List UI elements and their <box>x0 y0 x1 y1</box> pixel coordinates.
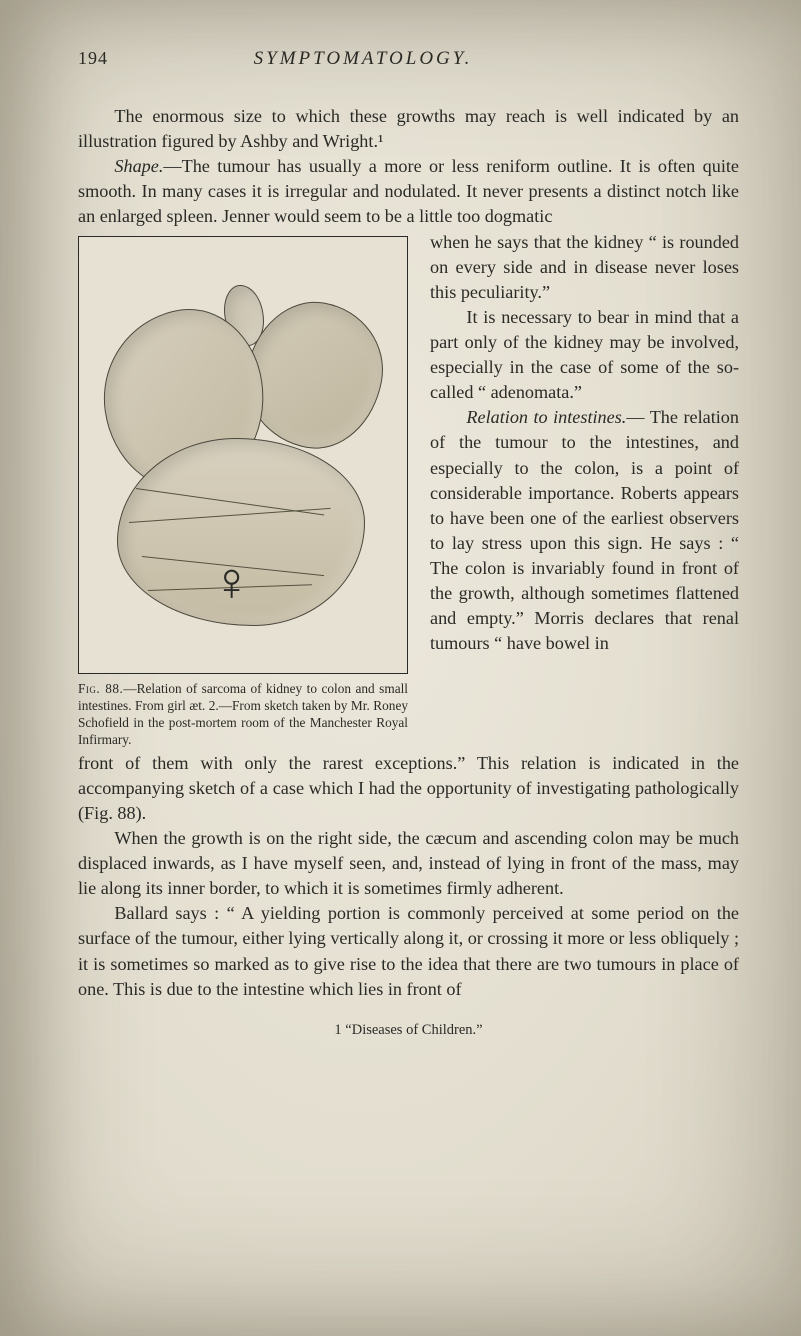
figure-image: ♀ <box>78 236 408 674</box>
figure-88: ♀ Fig. 88.—Relation of sarcoma of kidney… <box>78 236 408 749</box>
figure-caption-rest: —Relation of sarcoma of kidney to colon … <box>78 681 408 748</box>
figure-caption: Fig. 88.—Relation of sarcoma of kidney t… <box>78 680 408 749</box>
after-para-1: front of them with only the rarest excep… <box>78 751 739 826</box>
figure-inner: ♀ <box>85 243 401 667</box>
footnote: 1 “Diseases of Children.” <box>78 1020 739 1040</box>
para-shape-lead: Shape. <box>114 156 163 176</box>
para-shape: Shape.—The tumour has usually a more or … <box>78 154 739 229</box>
para-1: The enormous size to which these growths… <box>78 104 739 154</box>
page-number: 194 <box>78 48 108 69</box>
page: 194 SYMPTOMATOLOGY. The enormous size to… <box>0 0 801 1336</box>
wrap-para-3-rest: — The relation of the tumour to the inte… <box>430 407 739 653</box>
running-title: SYMPTOMATOLOGY. <box>254 48 473 70</box>
sex-symbol-icon: ♀ <box>211 545 252 620</box>
wrap-para-3-lead: Relation to intestines. <box>466 407 626 427</box>
body-text: The enormous size to which these growths… <box>78 104 739 1040</box>
after-para-3: Ballard says : “ A yielding portion is c… <box>78 901 739 1001</box>
running-head: 194 SYMPTOMATOLOGY. <box>78 48 739 70</box>
figure-caption-lead: Fig. 88. <box>78 681 123 696</box>
after-para-2: When the growth is on the right side, th… <box>78 826 739 901</box>
wrap-block: ♀ Fig. 88.—Relation of sarcoma of kidney… <box>78 230 739 751</box>
para-shape-rest: —The tumour has usually a more or less r… <box>78 156 739 226</box>
